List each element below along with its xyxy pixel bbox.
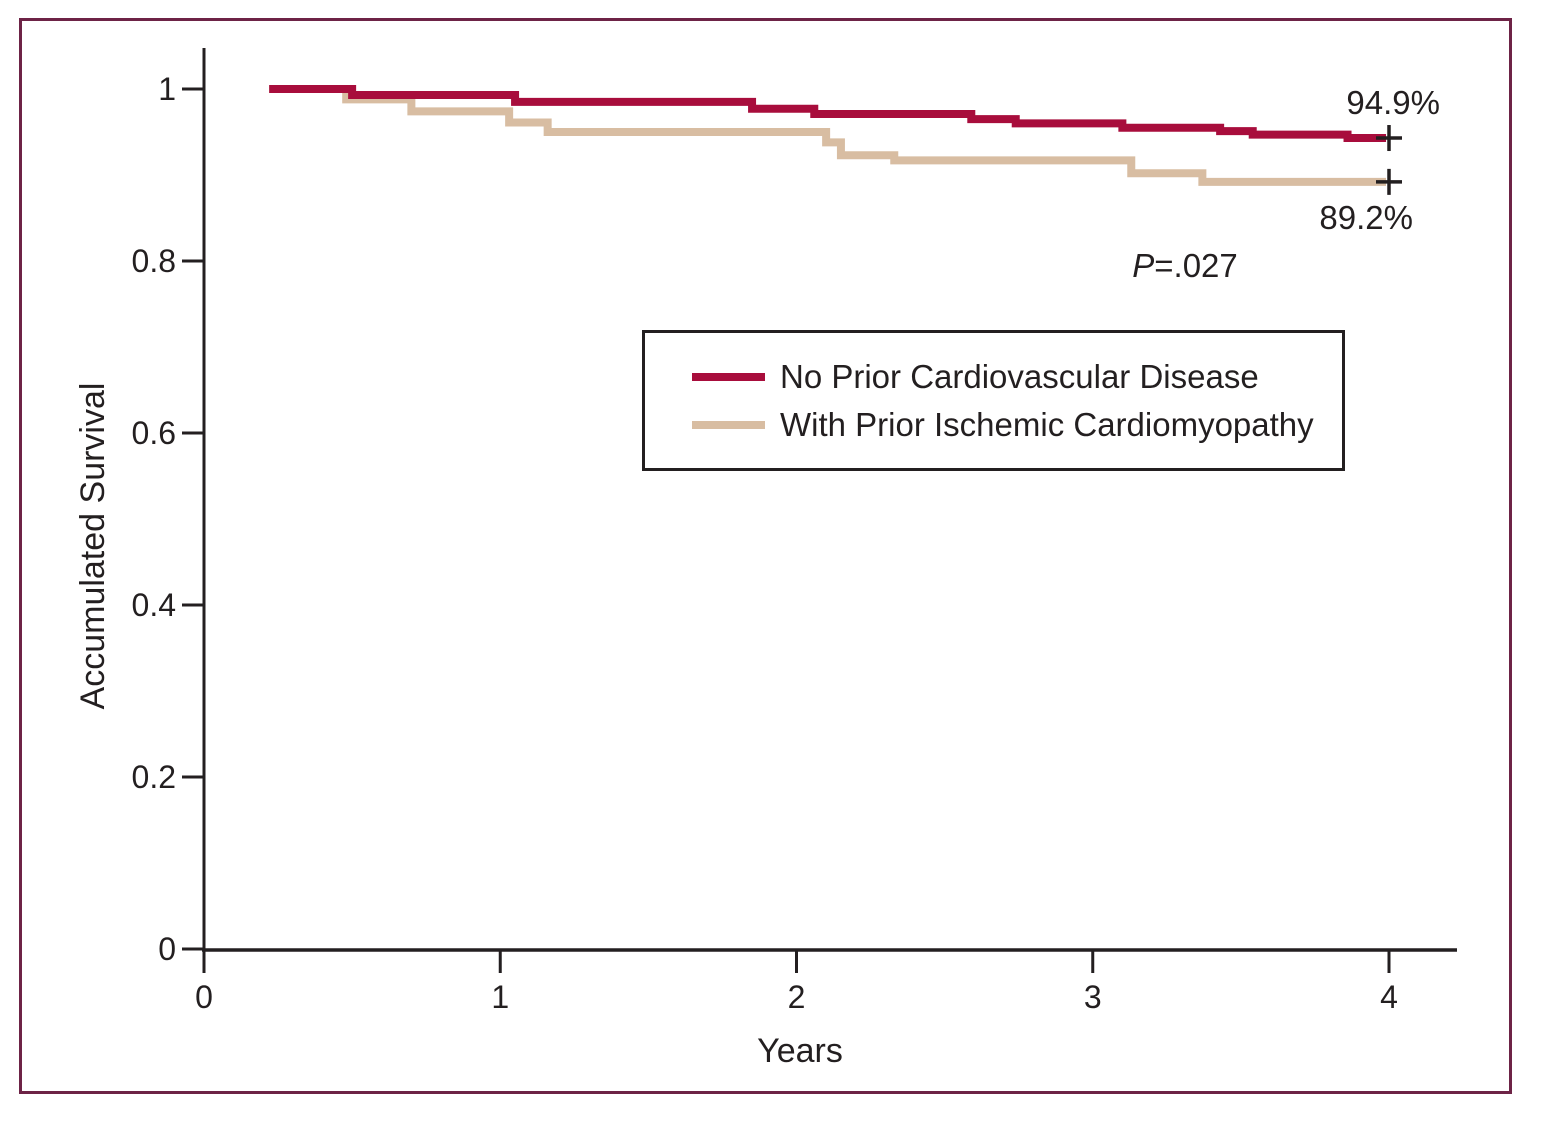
x-tick-label: 0 <box>195 979 213 1015</box>
x-axis-title: Years <box>757 1032 843 1070</box>
x-tick-label: 1 <box>491 979 509 1015</box>
legend-label-no-prior-cvd: No Prior Cardiovascular Disease <box>780 357 1259 395</box>
y-tick-label: 0.4 <box>132 587 176 623</box>
y-tick-label: 1 <box>158 71 176 107</box>
p-value-symbol: P <box>1132 247 1155 284</box>
legend-box: No Prior Cardiovascular Disease With Pri… <box>642 330 1345 471</box>
legend-label-ischemic: With Prior Ischemic Cardiomyopathy <box>780 405 1314 443</box>
legend-swatch-no-prior-cvd <box>692 372 765 381</box>
y-tick-label: 0.6 <box>132 415 176 451</box>
survival-curve-no-prior-cvd <box>269 85 1387 143</box>
y-tick-label: 0 <box>158 931 176 967</box>
p-value-number: =.027 <box>1154 247 1238 284</box>
survival-curves <box>269 85 1387 186</box>
endpoint-label-no-prior-cvd: 94.9% <box>1346 84 1440 121</box>
axes: 0 0.2 0.4 0.6 0.8 1 0 1 2 3 4 <box>132 48 1457 1015</box>
x-tick-label: 3 <box>1084 979 1102 1015</box>
censor-marks <box>1376 125 1402 195</box>
survival-curve-ischemic <box>269 85 1387 186</box>
legend-item-ischemic: With Prior Ischemic Cardiomyopathy <box>692 406 1342 444</box>
legend-swatch-ischemic <box>692 420 765 429</box>
legend-item-no-prior-cvd: No Prior Cardiovascular Disease <box>692 358 1342 396</box>
x-tick-label: 2 <box>788 979 806 1015</box>
figure-border <box>19 18 1512 1094</box>
y-tick-label: 0.2 <box>132 759 176 795</box>
x-tick-label: 4 <box>1380 979 1398 1015</box>
y-tick-label: 0.8 <box>132 243 176 279</box>
endpoint-label-ischemic: 89.2% <box>1319 199 1413 236</box>
y-axis-title: Accumulated Survival <box>74 382 112 710</box>
p-value-label: P=.027 <box>1035 247 1335 285</box>
